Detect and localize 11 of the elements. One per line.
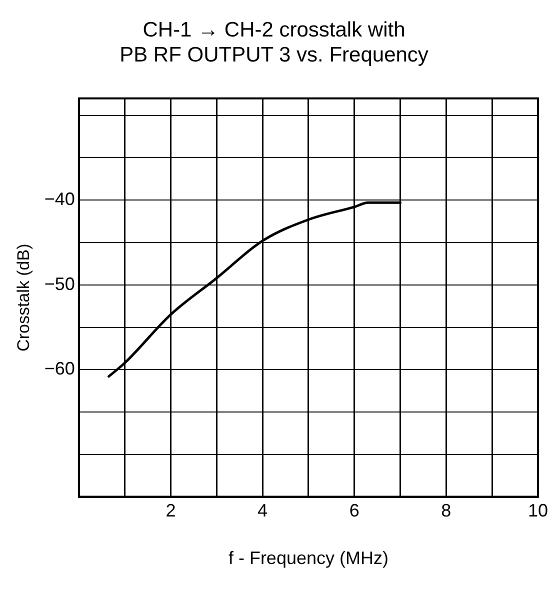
x-axis-title: f - Frequency (MHz) <box>228 548 388 568</box>
y-axis-title: Crosstalk (dB) <box>14 244 33 352</box>
x-tick-label: 10 <box>528 500 548 521</box>
y-tick-label: −40 <box>44 189 75 210</box>
y-tick-label: −50 <box>44 274 75 294</box>
y-tick-label: −60 <box>44 358 75 379</box>
x-tick-label: 4 <box>258 500 268 521</box>
x-tick-label: 2 <box>166 500 176 521</box>
x-tick-label: 6 <box>349 500 360 521</box>
chart-title: CH-1 → CH-2 crosstalk with PB RF OUTPUT 3 vs. Frequency <box>120 18 429 67</box>
x-tick-label: 8 <box>441 500 452 521</box>
